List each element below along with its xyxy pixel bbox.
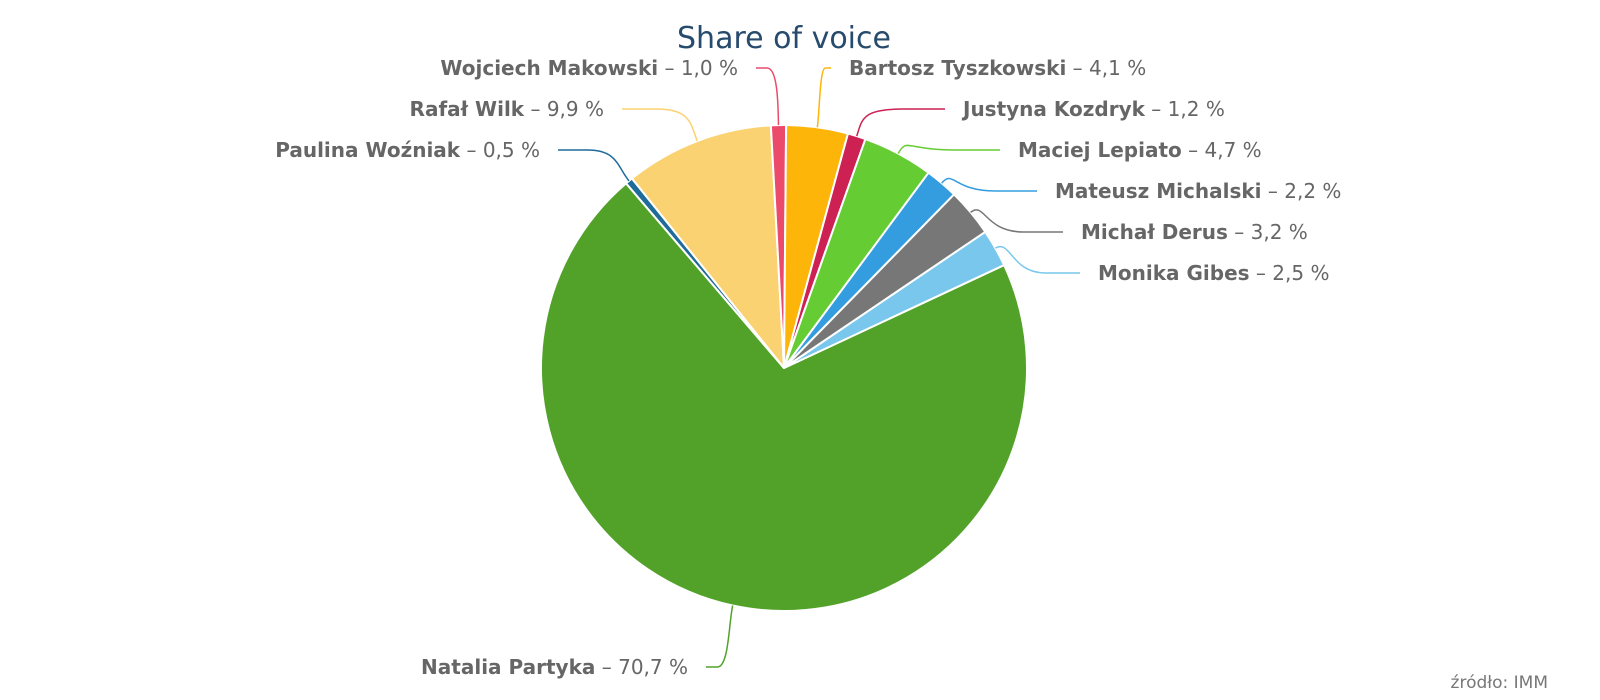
connector-9	[970, 209, 1063, 233]
data-label-name: Rafał Wilk	[410, 97, 525, 121]
connector-8	[941, 177, 1037, 192]
connector-10	[995, 245, 1080, 274]
connector-3	[622, 108, 698, 142]
data-label-2: Paulina Woźniak – 0,5 %	[275, 138, 540, 162]
data-label-name: Maciej Lepiato	[1018, 138, 1182, 162]
data-label-value: – 0,5 %	[460, 138, 540, 162]
data-label-name: Monika Gibes	[1098, 261, 1250, 285]
connector-5	[816, 67, 831, 128]
data-label-name: Bartosz Tyszkowski	[849, 56, 1066, 80]
connector-4	[756, 67, 780, 126]
chart-title: Share of voice	[677, 21, 891, 56]
data-label-name: Wojciech Makowski	[440, 56, 658, 80]
data-label-9: Michał Derus – 3,2 %	[1081, 220, 1308, 244]
data-label-5: Bartosz Tyszkowski – 4,1 %	[849, 56, 1146, 80]
data-label-name: Natalia Partyka	[421, 655, 595, 679]
data-label-value: – 2,5 %	[1250, 261, 1330, 285]
data-label-value: – 2,2 %	[1262, 179, 1342, 203]
data-label-7: Maciej Lepiato – 4,7 %	[1018, 138, 1262, 162]
data-label-name: Michał Derus	[1081, 220, 1228, 244]
data-label-value: – 4,7 %	[1182, 138, 1262, 162]
data-label-name: Paulina Woźniak	[275, 138, 461, 162]
data-label-10: Monika Gibes – 2,5 %	[1098, 261, 1329, 285]
data-labels: Natalia Partyka – 70,7 % Paulina Woźniak …	[275, 56, 1341, 679]
connector-1	[706, 605, 734, 668]
data-label-name: Mateusz Michalski	[1055, 179, 1262, 203]
data-label-6: Justyna Kozdryk – 1,2 %	[961, 97, 1225, 121]
data-label-value: – 3,2 %	[1228, 220, 1308, 244]
source-credit: źródło: IMM	[1451, 673, 1548, 693]
data-label-value: – 4,1 %	[1066, 56, 1146, 80]
data-label-value: – 9,9 %	[524, 97, 604, 121]
pie-slice-1[interactable]	[540, 182, 1028, 612]
data-label-3: Rafał Wilk – 9,9 %	[410, 97, 604, 121]
data-label-8: Mateusz Michalski – 2,2 %	[1055, 179, 1341, 203]
pie-slice-3[interactable]	[630, 124, 785, 369]
data-label-value: – 70,7 %	[595, 655, 688, 679]
label-connectors	[558, 67, 1080, 668]
data-label-name: Justyna Kozdryk	[961, 97, 1146, 121]
connector-6	[856, 108, 945, 137]
connector-7	[897, 144, 1000, 154]
data-label-value: – 1,2 %	[1145, 97, 1225, 121]
data-label-value: – 1,0 %	[658, 56, 738, 80]
pie-slices	[540, 124, 1028, 612]
connector-2	[558, 149, 630, 182]
data-label-1: Natalia Partyka – 70,7 %	[421, 655, 688, 679]
data-label-4: Wojciech Makowski – 1,0 %	[440, 56, 738, 80]
